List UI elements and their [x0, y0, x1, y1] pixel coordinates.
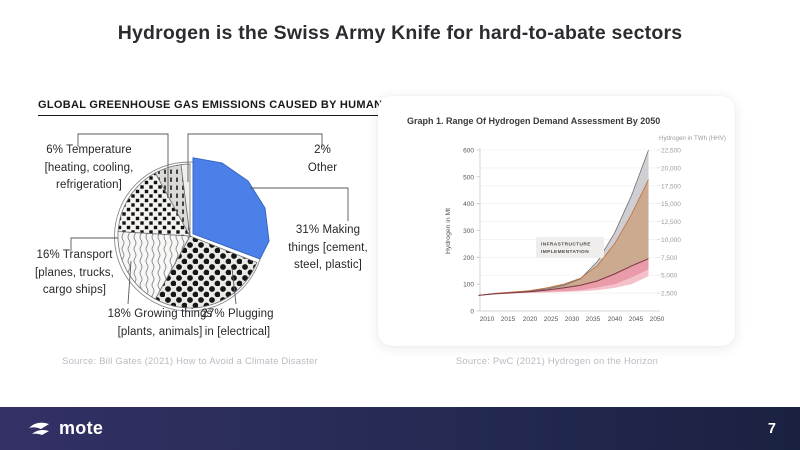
- x-tick: 2035: [586, 316, 601, 323]
- x-tick: 2045: [629, 316, 644, 323]
- pie-label-other: 2% Other: [285, 142, 360, 177]
- pie-chart: [70, 133, 349, 312]
- y-tick-left: 100: [463, 282, 474, 289]
- brand-name: mote: [59, 418, 104, 438]
- x-tick: 2015: [501, 316, 516, 323]
- area-band-tan: [478, 179, 649, 296]
- pie-label-plugging-in: 27% Plugging in [electrical]: [185, 306, 290, 341]
- pie-label-growing-things: 18% Growing things [plants, animals]: [90, 306, 230, 341]
- mote-logo-icon: [29, 422, 49, 435]
- y-tick-right: 2,500: [661, 291, 678, 298]
- pie-label-line: 2%: [314, 144, 331, 156]
- brand-logo: mote: [28, 407, 103, 450]
- leader-line-temperature: [77, 133, 169, 196]
- y-tick-left: 300: [463, 228, 474, 235]
- right-axis-title: Hydrogen in TWh (HHV): [659, 135, 726, 142]
- line-central-red: [478, 258, 649, 296]
- y-tick-left: 200: [463, 255, 474, 262]
- leader-line-growing-things: [127, 260, 132, 305]
- y-tick-left: 500: [463, 174, 474, 181]
- pie-slice-making-things: [192, 157, 270, 260]
- page-number: 7: [767, 420, 776, 437]
- x-tick: 2040: [608, 316, 623, 323]
- y-tick-left: 600: [463, 148, 474, 155]
- pie-label-line: [planes, trucks,: [35, 266, 114, 279]
- hydrogen-demand-card: [378, 96, 735, 346]
- hydrogen-demand-chart: Graph 1. Range Of Hydrogen Demand Assess…: [407, 116, 726, 323]
- pie-label-line: things [cement,: [288, 241, 368, 254]
- line-mid-tan: [478, 179, 649, 296]
- pie-label-line: 18% Growing things: [107, 308, 213, 320]
- pie-chart-heading: GLOBAL GREENHOUSE GAS EMISSIONS CAUSED B…: [38, 99, 390, 116]
- x-tick: 2030: [565, 316, 580, 323]
- pie-label-line: refrigeration]: [56, 179, 122, 191]
- pie-label-line: Other: [307, 161, 338, 174]
- area-chart-source: Source: PwC (2021) Hydrogen on the Horiz…: [455, 356, 659, 367]
- annotation-line2: IMPLEMENTATION: [541, 249, 589, 255]
- pie-label-line: 6% Temperature: [46, 144, 132, 156]
- leader-line-plugging-in: [231, 267, 237, 305]
- leader-line-making-things: [250, 187, 349, 221]
- annotation-line1: INFRASTRUCTURE: [541, 242, 591, 248]
- y-tick-left: 400: [463, 201, 474, 208]
- x-tick: 2020: [523, 316, 538, 323]
- pie-slice-growing-things: [117, 231, 191, 300]
- y-axis-ticks: [476, 149, 480, 312]
- pie-label-line: 31% Making: [295, 224, 361, 236]
- pie-label-line: [plants, animals]: [117, 325, 203, 338]
- leader-line-transport: [70, 237, 118, 251]
- pie-label-line: [heating, cooling,: [44, 161, 134, 174]
- pie-label-transport: 16% Transport [planes, trucks, cargo shi…: [22, 247, 127, 300]
- y-tick-right: 7,500: [661, 255, 678, 262]
- y-tick-right: 10,000: [661, 237, 681, 244]
- y-tick-right: 5,000: [661, 273, 678, 280]
- y-tick-right: 15,000: [661, 201, 681, 208]
- y-tick-right: 20,000: [661, 165, 681, 172]
- pie-slice-plugging-in: [154, 235, 258, 309]
- y-tick-right: 12,500: [661, 219, 681, 226]
- pie-label-line: 27% Plugging: [201, 308, 274, 320]
- leader-line-other: [187, 133, 323, 182]
- pie-source: Source: Bill Gates (2021) How to Avoid a…: [62, 356, 318, 367]
- x-tick: 2050: [650, 316, 665, 323]
- pie-label-making-things: 31% Making things [cement, steel, plasti…: [283, 222, 373, 275]
- y-tick-left: 0: [470, 309, 474, 316]
- pie-label-line: steel, plastic]: [294, 259, 362, 271]
- area-chart-title: Graph 1. Range Of Hydrogen Demand Assess…: [407, 116, 660, 126]
- pie-label-line: in [electrical]: [204, 325, 271, 338]
- right-axis-ticks: [657, 149, 661, 294]
- pie-label-line: 16% Transport: [36, 249, 113, 261]
- area-band-light-pink: [478, 258, 649, 296]
- pie-label-line: cargo ships]: [42, 284, 107, 296]
- x-tick: 2025: [544, 316, 559, 323]
- page-title: Hydrogen is the Swiss Army Knife for har…: [117, 22, 683, 44]
- annotation-box: [536, 237, 604, 258]
- pie-label-temperature: 6% Temperature [heating, cooling, refrig…: [30, 142, 148, 195]
- x-tick: 2010: [480, 316, 495, 323]
- y-tick-right: 17,500: [661, 183, 681, 190]
- left-axis-title: Hydrogen in Mt: [445, 208, 452, 254]
- footer-bar: mote 7: [0, 407, 800, 450]
- pie-slice-transport: [117, 172, 191, 237]
- y-tick-right: 22,500: [661, 148, 681, 155]
